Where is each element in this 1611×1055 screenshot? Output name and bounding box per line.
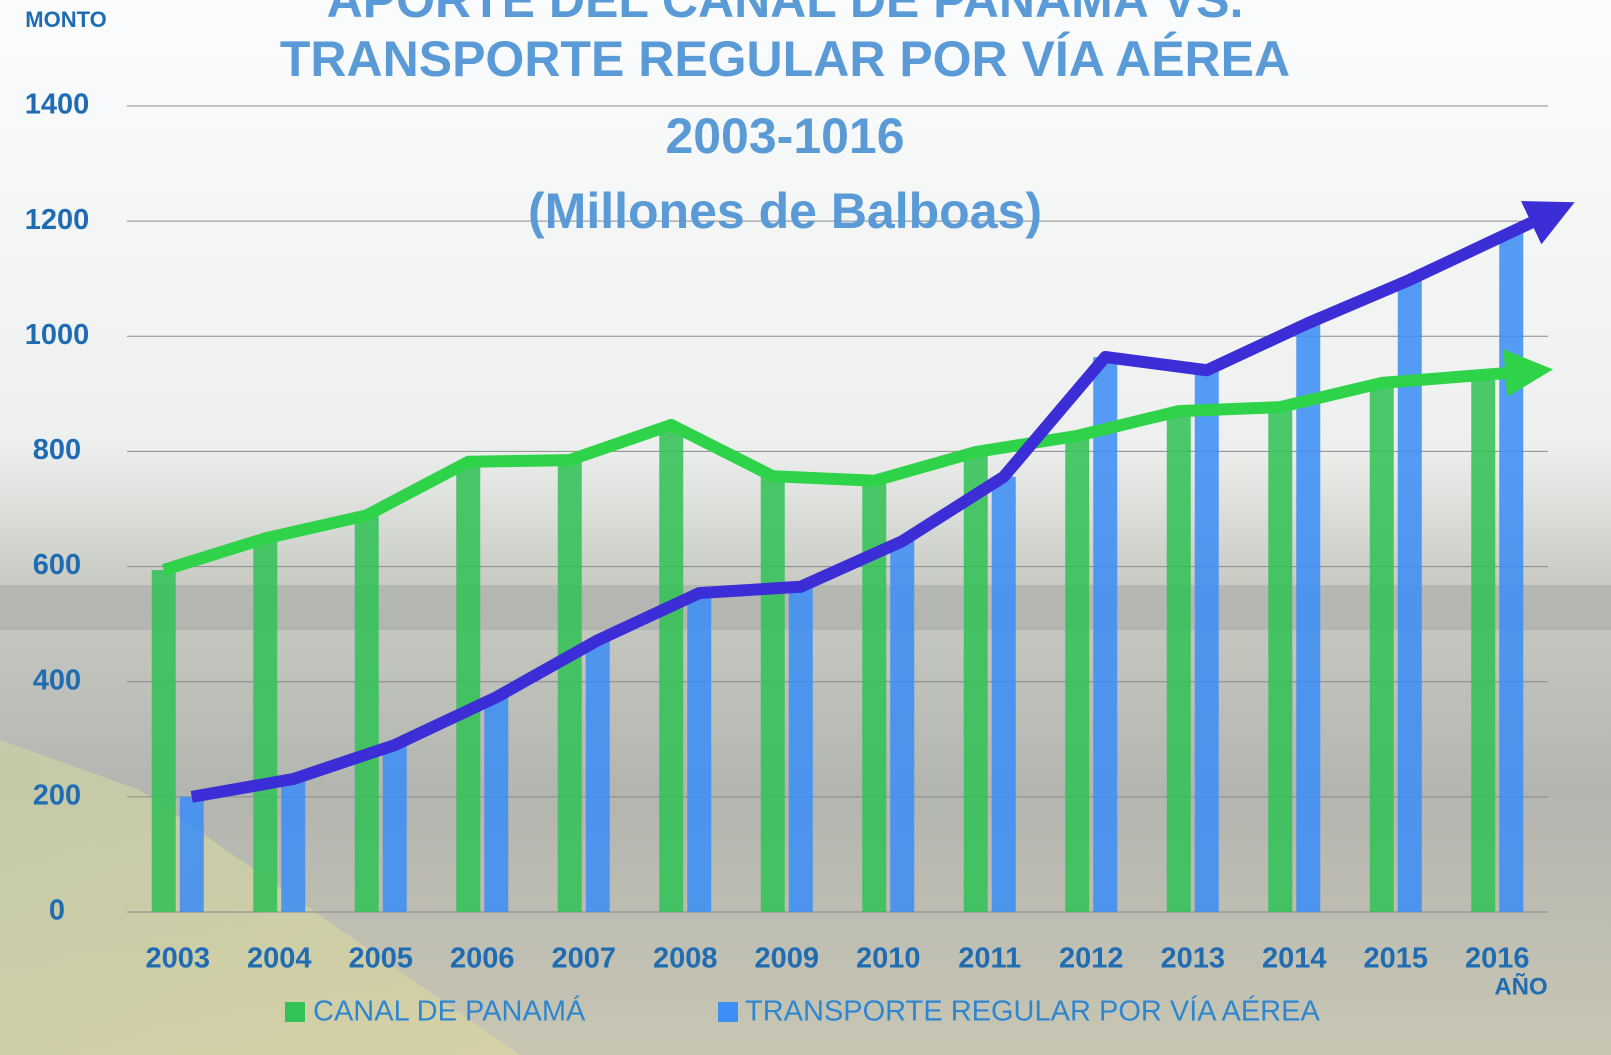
x-tick-label: 2016 xyxy=(1465,943,1530,975)
x-tick-label: 2003 xyxy=(145,943,210,975)
bar xyxy=(484,697,508,912)
chart-title: APORTE DEL CANAL DE PANAMÁ VS. xyxy=(327,0,1244,28)
bar xyxy=(1296,323,1320,912)
x-tick-label: 2005 xyxy=(348,943,413,975)
chart-title: (Millones de Balboas) xyxy=(528,183,1042,239)
y-tick-label: 1400 xyxy=(25,89,90,121)
y-axis-label: MONTO xyxy=(25,7,106,32)
bar xyxy=(687,593,711,912)
x-tick-label: 2009 xyxy=(754,943,819,975)
y-tick-label: 800 xyxy=(33,434,81,466)
x-tick-label: 2007 xyxy=(551,943,616,975)
bar xyxy=(281,779,305,912)
bar xyxy=(1167,411,1191,912)
bar xyxy=(1370,383,1394,912)
x-tick-label: 2006 xyxy=(450,943,515,975)
bar xyxy=(761,476,785,912)
bar xyxy=(383,745,407,912)
chart-title: 2003-1016 xyxy=(665,108,904,164)
legend-label: TRANSPORTE REGULAR POR VÍA AÉREA xyxy=(745,995,1320,1028)
bar xyxy=(1065,436,1089,912)
y-tick-label: 1000 xyxy=(25,319,90,351)
x-axis-label: AÑO xyxy=(1494,972,1547,1000)
bar xyxy=(355,515,379,912)
bar xyxy=(1093,357,1117,912)
bar xyxy=(659,425,683,912)
y-tick-label: 0 xyxy=(49,895,65,927)
chart-title: TRANSPORTE REGULAR POR VÍA AÉREA xyxy=(280,31,1290,87)
bar xyxy=(180,797,204,912)
x-tick-label: 2008 xyxy=(653,943,718,975)
bar xyxy=(964,452,988,912)
legend-swatch xyxy=(718,1002,738,1022)
bar xyxy=(789,587,813,912)
y-tick-label: 1200 xyxy=(25,204,90,236)
bar xyxy=(558,460,582,912)
bar xyxy=(152,570,176,912)
legend-swatch xyxy=(285,1002,305,1022)
page: MONTO AÑO 0 200 400 600 800 1000 1200 1400 2003 2… xyxy=(0,0,1611,1055)
y-tick-label: 400 xyxy=(33,664,81,696)
bar xyxy=(992,477,1016,912)
x-tick-label: 2011 xyxy=(958,943,1021,975)
x-tick-label: 2012 xyxy=(1059,943,1124,975)
bar xyxy=(1195,370,1219,912)
bar xyxy=(1268,407,1292,912)
bar xyxy=(253,538,277,912)
bar xyxy=(1471,375,1495,912)
y-tick-label: 200 xyxy=(33,780,81,812)
y-tick-label: 600 xyxy=(33,549,81,581)
legend-label: CANAL DE PANAMÁ xyxy=(313,995,586,1028)
x-tick-label: 2015 xyxy=(1363,943,1428,975)
x-tick-label: 2013 xyxy=(1160,943,1225,975)
x-tick-label: 2010 xyxy=(856,943,921,975)
bar xyxy=(890,541,914,912)
x-tick-label: 2014 xyxy=(1262,943,1327,975)
bar xyxy=(456,462,480,912)
bar xyxy=(586,640,610,912)
chart: MONTO AÑO 0 200 400 600 800 1000 1200 1400 2003 2… xyxy=(0,0,1611,1055)
x-tick-label: 2004 xyxy=(247,943,312,975)
bar xyxy=(1499,232,1523,912)
